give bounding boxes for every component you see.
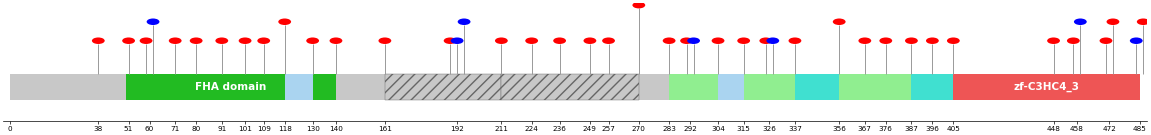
Ellipse shape bbox=[663, 38, 676, 44]
Ellipse shape bbox=[258, 38, 270, 44]
Ellipse shape bbox=[279, 18, 291, 25]
Ellipse shape bbox=[238, 38, 251, 44]
Bar bbox=[839, 74, 912, 100]
Ellipse shape bbox=[738, 38, 750, 44]
Ellipse shape bbox=[711, 38, 724, 44]
Ellipse shape bbox=[879, 38, 892, 44]
Ellipse shape bbox=[687, 38, 700, 44]
Ellipse shape bbox=[1067, 38, 1080, 44]
Ellipse shape bbox=[859, 38, 871, 44]
Ellipse shape bbox=[767, 38, 779, 44]
Text: FHA domain: FHA domain bbox=[196, 82, 267, 92]
Ellipse shape bbox=[443, 38, 457, 44]
Bar bbox=[912, 74, 953, 100]
Ellipse shape bbox=[139, 38, 152, 44]
Ellipse shape bbox=[1099, 38, 1112, 44]
Ellipse shape bbox=[495, 38, 508, 44]
Ellipse shape bbox=[329, 38, 342, 44]
Ellipse shape bbox=[525, 38, 538, 44]
Ellipse shape bbox=[602, 38, 615, 44]
Ellipse shape bbox=[122, 38, 135, 44]
Text: zf-C3HC4_3: zf-C3HC4_3 bbox=[1014, 82, 1080, 92]
Bar bbox=[502, 74, 639, 100]
Bar bbox=[669, 74, 718, 100]
Ellipse shape bbox=[146, 18, 160, 25]
Ellipse shape bbox=[927, 38, 939, 44]
Ellipse shape bbox=[451, 38, 464, 44]
Ellipse shape bbox=[1047, 38, 1060, 44]
Ellipse shape bbox=[947, 38, 960, 44]
Ellipse shape bbox=[306, 38, 319, 44]
Ellipse shape bbox=[1074, 18, 1087, 25]
Ellipse shape bbox=[92, 38, 105, 44]
Bar bbox=[127, 74, 336, 100]
Ellipse shape bbox=[379, 38, 391, 44]
Ellipse shape bbox=[760, 38, 772, 44]
Ellipse shape bbox=[215, 38, 228, 44]
Ellipse shape bbox=[788, 38, 801, 44]
Ellipse shape bbox=[458, 18, 471, 25]
Bar bbox=[284, 74, 313, 100]
Ellipse shape bbox=[554, 38, 566, 44]
Bar bbox=[384, 74, 502, 100]
Bar bbox=[744, 74, 795, 100]
Bar bbox=[718, 74, 744, 100]
Ellipse shape bbox=[169, 38, 182, 44]
Ellipse shape bbox=[1106, 18, 1120, 25]
Ellipse shape bbox=[190, 38, 203, 44]
Bar bbox=[9, 74, 1139, 100]
Ellipse shape bbox=[1137, 18, 1150, 25]
Ellipse shape bbox=[680, 38, 693, 44]
Ellipse shape bbox=[905, 38, 917, 44]
Ellipse shape bbox=[584, 38, 596, 44]
Ellipse shape bbox=[833, 18, 846, 25]
Bar bbox=[795, 74, 839, 100]
Ellipse shape bbox=[632, 2, 646, 8]
Bar bbox=[953, 74, 1139, 100]
Ellipse shape bbox=[1130, 38, 1143, 44]
